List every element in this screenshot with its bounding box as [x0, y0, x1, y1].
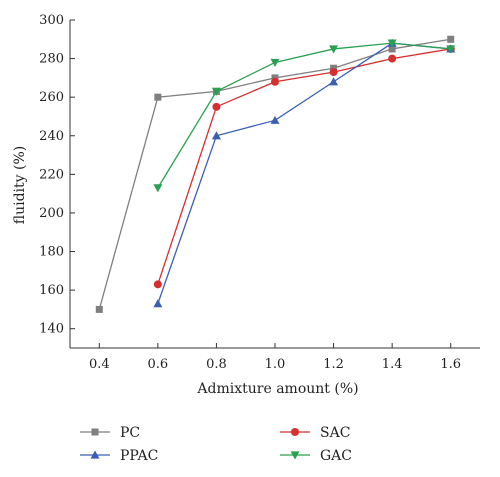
series-line-gac: [157, 42, 451, 189]
y-tick-label: 160: [39, 283, 64, 298]
data-point-pc: [154, 93, 162, 101]
data-point-pc: [95, 305, 103, 313]
data-point-gac: [387, 39, 397, 48]
axes: [69, 20, 480, 349]
data-point-sac: [212, 102, 221, 111]
data-point-gac: [270, 58, 280, 67]
x-ticks: 0.4 0.6 0.8 1.0 1.2 1.4 1.6: [89, 343, 461, 372]
data-point-gac: [446, 45, 456, 54]
data-point-gac: [153, 184, 163, 193]
data-point-pc: [447, 35, 455, 43]
series-pc: [95, 35, 455, 313]
legend-item-pc: PC: [80, 425, 140, 441]
legend-label-pc: PC: [120, 425, 140, 441]
data-point-pc: [388, 45, 396, 53]
series-gac: [153, 39, 456, 193]
legend-marker-gac: [290, 451, 300, 460]
series-sac: [153, 44, 455, 289]
series-ppac: [153, 38, 456, 308]
legend-marker-pc: [91, 428, 99, 436]
x-axis-title: Admixture amount (%): [196, 381, 358, 397]
legend-item-ppac: PPAC: [80, 448, 158, 464]
legend-label-ppac: PPAC: [120, 448, 158, 464]
data-point-ppac: [329, 77, 339, 86]
y-tick-label: 300: [39, 13, 64, 28]
legend-label-gac: GAC: [320, 448, 352, 464]
x-tick-label: 0.8: [206, 357, 227, 372]
x-tick-label: 0.4: [89, 357, 110, 372]
data-point-gac: [329, 45, 339, 54]
y-axis-title: fluidity (%): [12, 146, 28, 224]
x-tick-label: 1.4: [382, 357, 403, 372]
x-tick-label: 0.6: [148, 357, 169, 372]
y-tick-label: 280: [39, 52, 64, 67]
plot-area: [95, 35, 456, 313]
data-point-gac: [211, 87, 221, 96]
data-point-sac: [329, 68, 338, 77]
legend-marker-ppac: [90, 450, 100, 459]
y-ticks: 140 160 180 200 220 240 260 280 300: [39, 13, 75, 337]
y-tick-label: 240: [39, 129, 64, 144]
x-tick-label: 1.6: [440, 357, 461, 372]
series-line-ppac: [157, 42, 451, 304]
legend: PC SAC PPAC GAC: [80, 425, 352, 464]
x-tick-label: 1.0: [265, 357, 286, 372]
legend-marker-sac: [291, 428, 299, 436]
y-tick-label: 140: [39, 322, 64, 337]
y-tick-label: 260: [39, 90, 64, 105]
y-tick-label: 200: [39, 206, 64, 221]
y-tick-label: 180: [39, 245, 64, 260]
data-point-ppac: [211, 131, 221, 140]
data-point-ppac: [153, 299, 163, 308]
data-point-sac: [153, 280, 162, 289]
data-point-sac: [271, 77, 279, 86]
x-tick-label: 1.2: [323, 357, 344, 372]
data-point-ppac: [270, 115, 280, 124]
legend-item-sac: SAC: [280, 425, 350, 441]
data-point-sac: [388, 54, 397, 63]
legend-item-gac: GAC: [280, 448, 352, 464]
y-tick-label: 220: [39, 167, 64, 182]
series-line-sac: [157, 48, 451, 285]
legend-label-sac: SAC: [320, 425, 350, 441]
